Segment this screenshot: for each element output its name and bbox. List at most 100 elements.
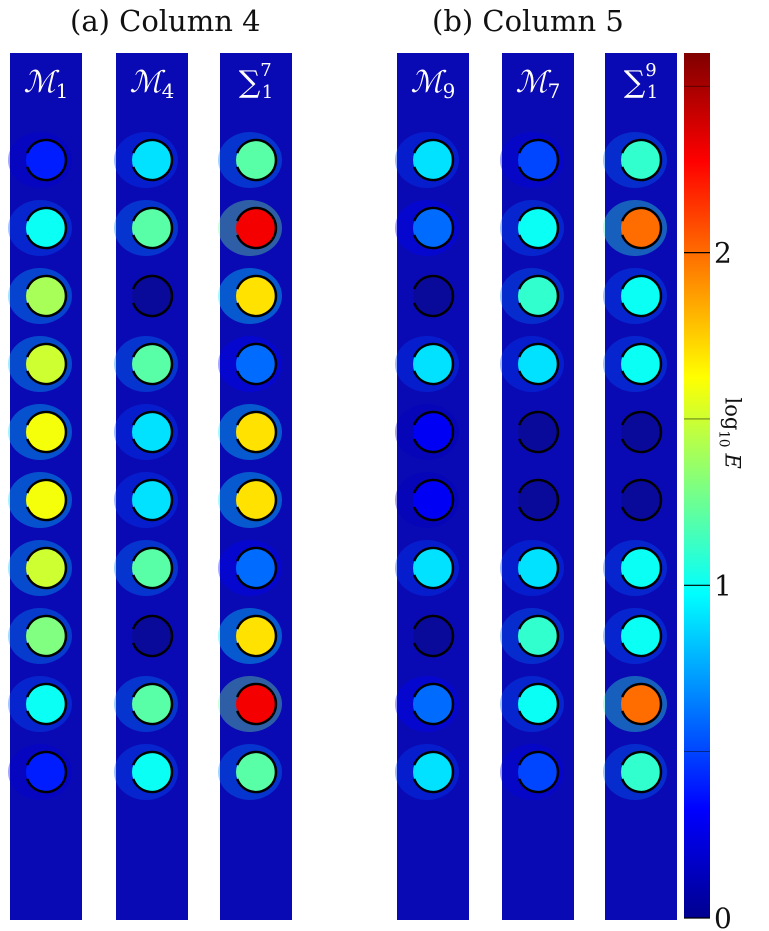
hole-outline	[413, 410, 455, 454]
hole-outline	[621, 682, 663, 726]
hole-outline	[621, 478, 663, 522]
hole	[218, 608, 282, 664]
hole	[395, 472, 459, 528]
hole	[218, 540, 282, 596]
svg-text:log10E: log10 E	[718, 398, 745, 469]
hole-outline	[236, 546, 278, 590]
hole-fill	[26, 276, 66, 316]
hole	[621, 478, 663, 522]
hole	[500, 200, 564, 256]
hole-fill	[132, 480, 172, 520]
hole	[218, 676, 282, 732]
hole-fill	[26, 480, 66, 520]
hole	[218, 268, 282, 324]
hole-outline	[518, 682, 560, 726]
column-title-main: ∑	[624, 65, 646, 100]
hole-fill	[236, 480, 276, 520]
hole-fill	[518, 208, 558, 248]
hole-fill	[236, 616, 276, 656]
hole-fill	[518, 548, 558, 588]
hole	[395, 540, 459, 596]
hole-fill	[26, 616, 66, 656]
hole-fill	[518, 684, 558, 724]
hole	[218, 744, 282, 800]
hole-outline	[621, 614, 663, 658]
hole	[8, 132, 72, 188]
colorbar-tick-label: 2	[714, 237, 732, 270]
hole	[114, 540, 178, 596]
column-title: ℳ9	[411, 65, 456, 103]
column-title: ℳ1	[24, 65, 69, 103]
hole-fill	[236, 140, 276, 180]
hole-fill-empty	[413, 276, 453, 316]
hole-outline	[518, 342, 560, 386]
hole	[114, 200, 178, 256]
hole	[395, 744, 459, 800]
hole	[500, 540, 564, 596]
hole-fill	[413, 208, 453, 248]
column-6: ∑9 1	[603, 53, 677, 920]
hole-fill	[621, 684, 661, 724]
column-2: ℳ4	[114, 53, 188, 920]
hole	[518, 478, 560, 522]
hole-outline	[236, 342, 278, 386]
hole-fill	[26, 208, 66, 248]
hole-fill	[518, 276, 558, 316]
hole-outline	[413, 614, 455, 658]
hole-fill	[132, 752, 172, 792]
hole-outline	[26, 138, 68, 182]
hole-outline	[26, 206, 68, 250]
hole-outline	[413, 682, 455, 726]
hole-outline	[518, 546, 560, 590]
hole-fill	[26, 752, 66, 792]
hole-outline	[132, 342, 174, 386]
hole-fill	[236, 276, 276, 316]
hole	[8, 404, 72, 460]
hole-outline	[621, 342, 663, 386]
hole-fill	[26, 684, 66, 724]
hole	[603, 540, 667, 596]
hole	[218, 132, 282, 188]
hole-fill	[26, 140, 66, 180]
hole-fill	[26, 412, 66, 452]
hole-fill	[132, 140, 172, 180]
hole-outline	[413, 274, 455, 318]
column-4: ℳ9	[395, 53, 469, 920]
hole	[114, 676, 178, 732]
column-3: ∑7 1	[218, 53, 292, 920]
hole-outline	[132, 138, 174, 182]
hole-fill-empty	[518, 480, 558, 520]
hole-outline	[132, 682, 174, 726]
hole	[500, 744, 564, 800]
hole-fill	[621, 616, 661, 656]
hole-fill	[26, 548, 66, 588]
column-1: ℳ1	[8, 53, 82, 920]
column-5: ℳ7	[500, 53, 574, 920]
hole-fill	[621, 752, 661, 792]
hole-outline	[26, 682, 68, 726]
hole-outline	[621, 138, 663, 182]
hole-outline	[236, 478, 278, 522]
column-title-main: ℳ	[516, 65, 552, 100]
column-title-sub: 7	[548, 79, 561, 103]
hole-fill	[132, 548, 172, 588]
hole	[114, 744, 178, 800]
hole-outline	[26, 750, 68, 794]
hole-outline	[413, 206, 455, 250]
hole-fill	[413, 548, 453, 588]
colorbar-label-base: log	[721, 398, 745, 431]
hole-outline	[26, 546, 68, 590]
panel-b-title: (b) Column 5	[432, 4, 624, 38]
hole	[621, 410, 663, 454]
hole-fill	[518, 616, 558, 656]
hole	[603, 200, 667, 256]
hole-outline	[621, 546, 663, 590]
hole	[500, 268, 564, 324]
hole	[218, 404, 282, 460]
hole-outline	[518, 138, 560, 182]
column-title-main: ℳ	[24, 65, 60, 100]
hole-outline	[621, 206, 663, 250]
hole-fill	[413, 684, 453, 724]
hole	[8, 744, 72, 800]
